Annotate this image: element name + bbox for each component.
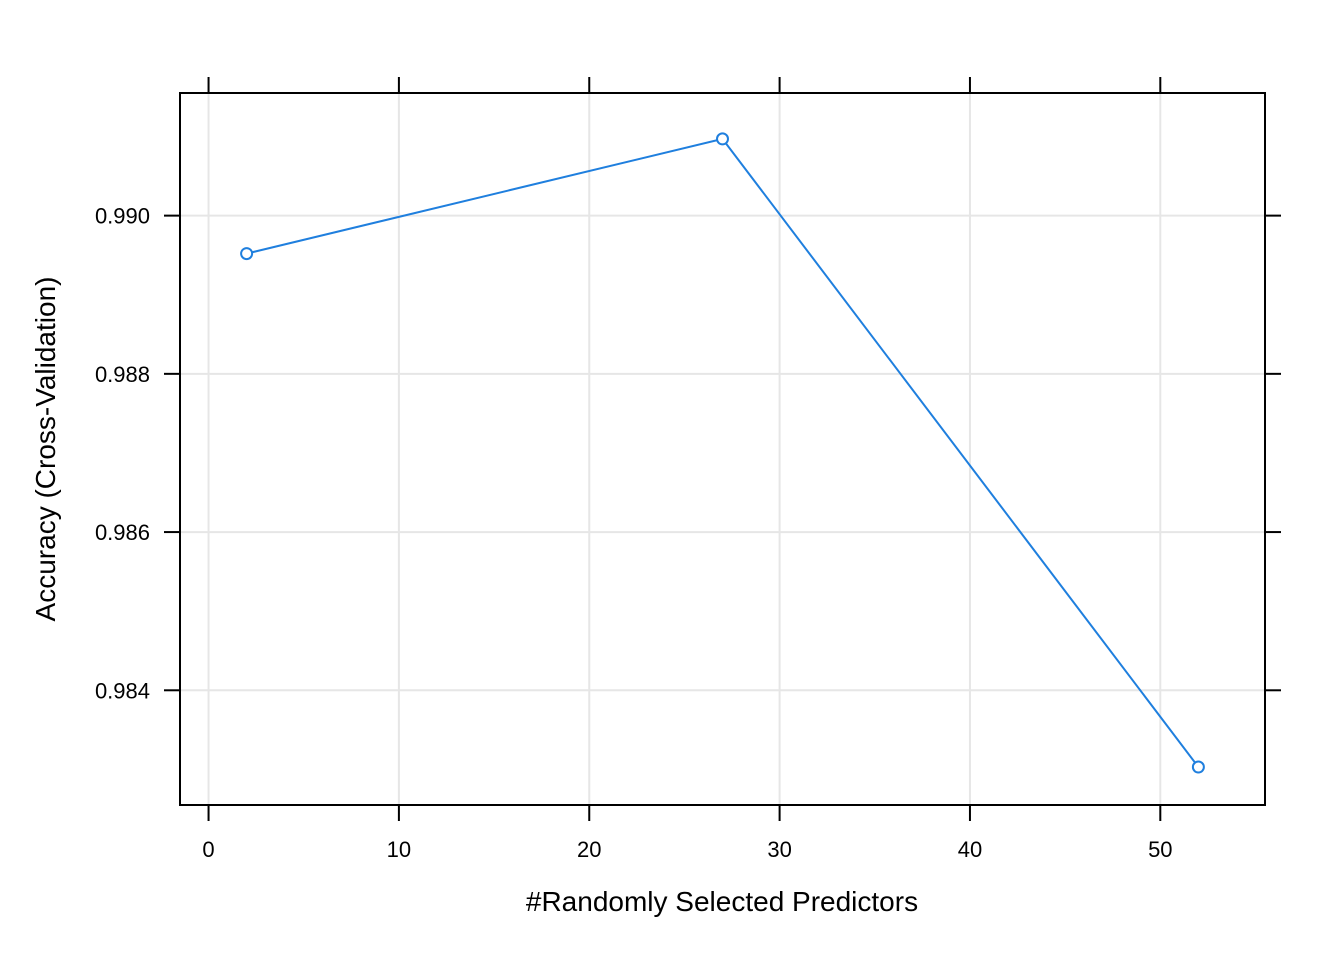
data-point <box>716 132 729 146</box>
x-tick-label: 40 <box>958 837 982 862</box>
series-line <box>246 137 1200 768</box>
plot-frame <box>179 92 1266 806</box>
axis-ticks <box>164 77 1281 821</box>
y-tick-label: 0.984 <box>95 678 150 703</box>
tick-labels: 0 10 20 30 40 50 0.984 0.986 0.988 0.990 <box>95 204 1173 862</box>
y-tick-label: 0.986 <box>95 520 150 545</box>
x-axis-label: #Randomly Selected Predictors <box>526 886 918 917</box>
x-tick-label: 10 <box>387 837 411 862</box>
grid <box>180 93 1265 805</box>
x-tick-label: 20 <box>577 837 601 862</box>
series-group <box>240 132 1205 774</box>
y-axis-label: Accuracy (Cross-Validation) <box>30 277 61 622</box>
x-tick-label: 30 <box>767 837 791 862</box>
x-tick-label: 50 <box>1148 837 1172 862</box>
y-tick-label: 0.990 <box>95 204 150 229</box>
x-tick-label: 0 <box>202 837 214 862</box>
data-point <box>240 247 254 261</box>
y-tick-label: 0.988 <box>95 362 150 387</box>
data-point <box>1191 760 1205 774</box>
